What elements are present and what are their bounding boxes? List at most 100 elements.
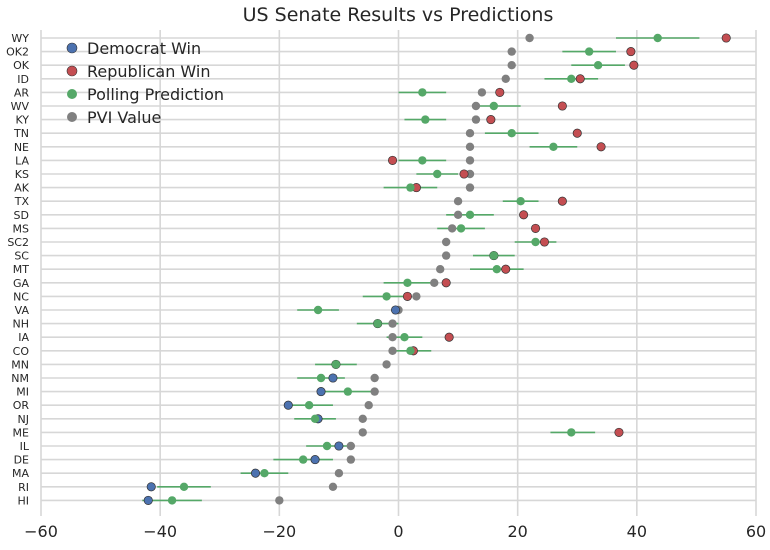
pvi-point	[328, 482, 338, 491]
polling-prediction-point	[322, 441, 332, 451]
y-tick-label-state: NH	[13, 318, 30, 331]
y-tick-label-state: NC	[13, 290, 29, 303]
y-tick-label-state: ID	[17, 73, 29, 86]
y-tick-label-state: MA	[12, 467, 29, 480]
polling-prediction-point	[373, 319, 382, 328]
x-axis-tick-labels: −60 −40 −20 0 20 40 60	[24, 522, 766, 541]
polling-prediction-point	[418, 156, 427, 165]
y-tick-label-state: MT	[13, 263, 29, 276]
republican-win-point	[575, 74, 585, 84]
republican-win-point	[459, 169, 469, 179]
x-tick-label: −20	[262, 522, 296, 541]
polling-prediction-point	[403, 278, 412, 287]
pvi-point	[453, 210, 463, 219]
y-tick-label-state: TX	[14, 195, 30, 208]
y-axis-tick-labels: WYOK2OKIDARWVKYTNNELAKSAKTXSDMSSC2SCMTGA…	[6, 32, 30, 507]
y-tick-label-state: DE	[14, 454, 29, 467]
pvi-point	[436, 265, 445, 274]
pvi-point	[358, 414, 367, 423]
y-tick-label-state: AR	[14, 86, 30, 99]
pvi-point	[465, 156, 475, 165]
democrat-win-point	[310, 455, 320, 465]
legend-label-republican-win: Republican Win	[87, 62, 210, 81]
polling-prediction-point	[406, 346, 415, 355]
polling-prediction-point	[421, 115, 430, 124]
republican-win-point	[530, 223, 541, 233]
pvi-point	[447, 224, 457, 233]
y-tick-label-state: IA	[18, 331, 29, 344]
y-tick-label-state: HI	[17, 494, 29, 507]
legend-label-pvi-value: PVI Value	[87, 108, 161, 127]
polling-prediction-point	[489, 251, 499, 260]
pvi-point	[275, 496, 284, 505]
democrat-win-point	[143, 495, 153, 505]
republican-win-point	[572, 128, 582, 138]
y-tick-label-state: AK	[14, 182, 30, 195]
polling-prediction-point	[584, 47, 594, 56]
polling-prediction-point	[179, 482, 189, 491]
polling-prediction-point	[653, 33, 662, 43]
pvi-point	[441, 237, 451, 247]
x-tick-label: −60	[24, 522, 58, 541]
democrat-win-point	[316, 387, 326, 397]
polling-prediction-point	[567, 428, 576, 437]
polling-prediction-point	[406, 183, 415, 192]
republican-win-point	[557, 101, 567, 111]
republican-win-point	[721, 33, 731, 43]
polling-prediction-point	[310, 414, 320, 423]
legend-marker-pvi-value	[67, 112, 77, 122]
y-tick-label-state: NM	[11, 372, 29, 385]
pvi-point	[465, 183, 475, 192]
chart-title: US Senate Results vs Predictions	[243, 4, 554, 26]
pvi-point	[382, 360, 391, 369]
pvi-point	[441, 251, 451, 260]
republican-win-point	[519, 210, 529, 220]
legend-marker-polling-prediction	[67, 89, 77, 99]
legend-marker-republican-win	[66, 65, 78, 77]
polling-prediction-point	[507, 129, 516, 138]
pvi-point	[507, 60, 516, 70]
polling-prediction-point	[489, 101, 499, 111]
republican-win-point	[614, 427, 624, 437]
polling-prediction-point	[343, 387, 353, 396]
y-tick-label-state: KS	[15, 168, 29, 181]
polling-prediction-point	[298, 455, 308, 464]
y-tick-label-state: IL	[20, 440, 30, 453]
polling-prediction-point	[167, 496, 177, 505]
pvi-point	[370, 373, 379, 383]
polling-prediction-point	[316, 373, 326, 383]
republican-win-point	[486, 115, 496, 125]
democrat-win-point	[283, 400, 293, 410]
polling-prediction-point	[304, 401, 314, 410]
pvi-point	[388, 333, 397, 342]
x-tick-label: 0	[393, 522, 403, 541]
democrat-win-point	[390, 305, 401, 315]
y-tick-label-state: VA	[15, 304, 30, 317]
x-tick-label: −40	[143, 522, 177, 541]
pvi-point	[465, 129, 475, 138]
y-tick-label-state: CO	[13, 345, 30, 358]
pvi-point	[430, 278, 439, 287]
y-tick-label-state: OK	[13, 59, 30, 72]
y-tick-label-state: SD	[14, 209, 29, 222]
democrat-win-point	[146, 482, 156, 492]
legend: Democrat Win Republican Win Polling Pred…	[66, 39, 224, 127]
republican-win-point	[441, 278, 451, 288]
polling-prediction-point	[531, 237, 540, 247]
republican-win-point	[596, 142, 606, 152]
republican-win-point	[495, 87, 505, 97]
data-marks	[142, 33, 731, 505]
y-tick-label-state: WY	[11, 32, 29, 45]
y-tick-label-state: MI	[16, 386, 29, 399]
republican-win-point	[629, 60, 639, 70]
republican-win-point	[501, 264, 511, 274]
y-tick-label-state: OK2	[6, 46, 29, 59]
y-tick-label-state: OR	[13, 399, 30, 412]
pvi-point	[364, 401, 373, 410]
x-tick-label: 60	[746, 522, 766, 541]
republican-win-point	[626, 47, 636, 57]
republican-win-point	[387, 155, 398, 165]
pvi-point	[334, 469, 344, 478]
polling-prediction-point	[516, 197, 525, 206]
